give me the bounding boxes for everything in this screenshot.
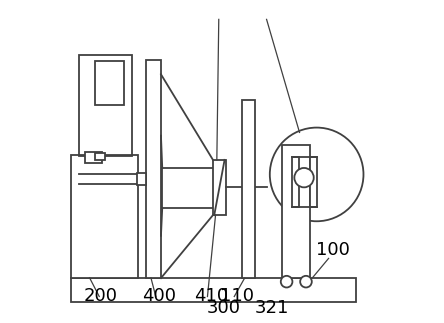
- Bar: [79, 55, 132, 156]
- Circle shape: [270, 128, 364, 221]
- Bar: [71, 278, 356, 302]
- Bar: [162, 168, 217, 208]
- Bar: [71, 155, 138, 278]
- Text: 100: 100: [317, 241, 350, 259]
- Bar: [95, 61, 124, 105]
- Bar: [292, 157, 299, 207]
- Text: 110: 110: [219, 287, 254, 305]
- Bar: [310, 157, 317, 207]
- Text: 200: 200: [84, 287, 118, 305]
- Bar: [147, 60, 161, 278]
- Circle shape: [300, 276, 312, 287]
- Bar: [137, 173, 147, 185]
- Bar: [213, 160, 226, 215]
- Bar: [242, 100, 255, 278]
- Text: 400: 400: [142, 287, 176, 305]
- Text: 321: 321: [255, 299, 289, 318]
- Circle shape: [294, 168, 314, 187]
- Text: 300: 300: [206, 299, 241, 318]
- Bar: [282, 145, 310, 278]
- Text: 410: 410: [194, 287, 228, 305]
- Circle shape: [281, 276, 293, 287]
- Bar: [85, 152, 103, 163]
- Bar: [95, 153, 105, 160]
